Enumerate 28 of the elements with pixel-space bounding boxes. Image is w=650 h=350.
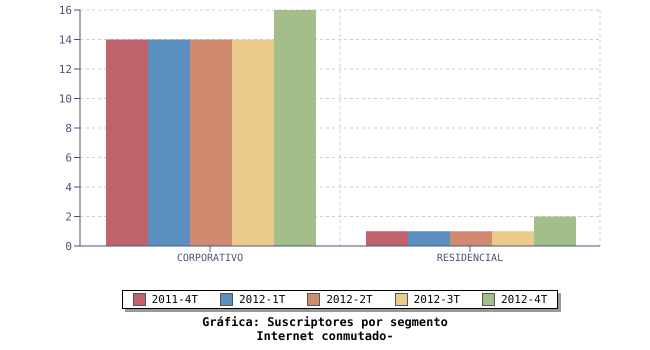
legend-label: 2011-4T	[152, 293, 198, 306]
bar	[492, 231, 534, 246]
text: Internet conmutado-	[255, 329, 395, 343]
legend-label: 2012-4T	[501, 293, 548, 306]
y-tick-label: 14	[58, 33, 72, 46]
y-tick-label: 0	[65, 240, 72, 253]
legend-label: 2012-2T	[326, 293, 373, 306]
bar	[366, 231, 408, 246]
y-tick-label: 4	[65, 180, 72, 194]
x-tick-label: RESIDENCIAL	[436, 253, 504, 264]
y-tick-label: 6	[65, 151, 72, 164]
bar	[190, 40, 232, 246]
x-tick-label: CORPORATIVO	[176, 253, 244, 264]
bar	[148, 40, 190, 246]
legend-label: 2012-3T	[414, 293, 460, 306]
text: Gráfica: Suscriptores por segmento	[201, 315, 449, 329]
bar	[274, 10, 316, 246]
bar	[106, 40, 148, 246]
y-tick-label: 8	[65, 122, 72, 135]
bar	[534, 216, 576, 246]
y-tick-label: 16	[58, 4, 72, 17]
bar	[408, 231, 450, 246]
y-tick-label: 12	[58, 62, 72, 76]
y-tick-label: 10	[58, 92, 72, 106]
bar	[232, 40, 274, 246]
bar	[450, 231, 492, 246]
y-tick-label: 2	[65, 210, 72, 224]
legend-label: 2012-1T	[238, 293, 286, 306]
